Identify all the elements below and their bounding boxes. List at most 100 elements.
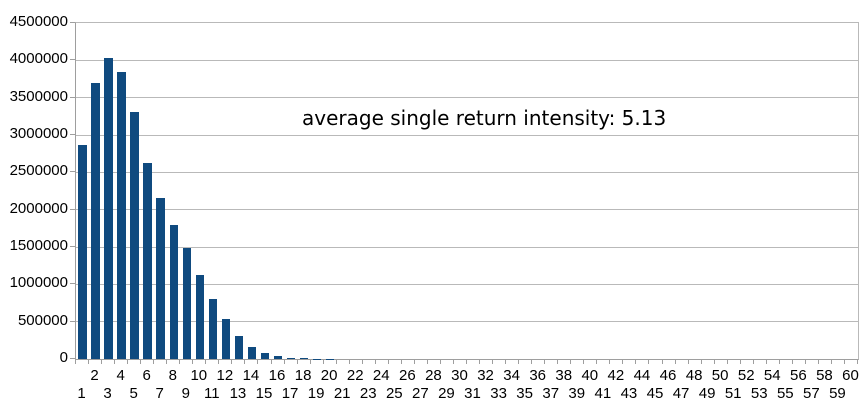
y-tick-label: 2000000 (9, 199, 68, 217)
x-tick-mark (439, 359, 441, 364)
x-tick-label: 53 (750, 385, 768, 402)
x-tick-mark (231, 359, 233, 364)
bar (260, 352, 270, 359)
x-tick-mark (713, 359, 715, 364)
x-tick-label: 23 (359, 385, 377, 402)
y-tick-mark (70, 134, 75, 135)
y-tick-mark (70, 320, 75, 322)
x-tick-label: 37 (542, 385, 560, 402)
x-tick-mark (309, 359, 311, 364)
bar (273, 356, 283, 359)
bar (234, 335, 244, 359)
x-tick-mark (765, 359, 767, 364)
x-tick-label: 35 (516, 385, 533, 402)
x-tick-mark (374, 359, 376, 364)
x-tick-label: 48 (685, 367, 703, 384)
x-tick-mark (114, 359, 116, 364)
y-gridline (76, 209, 858, 211)
x-tick-label: 46 (659, 367, 677, 384)
x-tick-mark (726, 359, 728, 364)
x-tick-mark (413, 359, 415, 364)
x-tick-mark (570, 359, 572, 364)
x-tick-mark (257, 359, 259, 364)
x-tick-label: 26 (399, 367, 416, 384)
y-tick-label: 1500000 (9, 237, 68, 254)
x-tick-mark (218, 359, 220, 364)
bar (195, 274, 205, 359)
x-tick-label: 33 (490, 385, 507, 402)
x-tick-label: 12 (216, 367, 234, 384)
x-tick-label: 9 (181, 385, 190, 402)
x-tick-mark (400, 359, 402, 364)
x-tick-mark (544, 359, 546, 364)
x-tick-mark (153, 359, 155, 364)
x-tick-mark (179, 359, 181, 364)
x-tick-mark (778, 359, 780, 364)
x-tick-mark (101, 359, 103, 364)
x-tick-mark (752, 359, 754, 364)
y-gridline (76, 246, 858, 248)
x-tick-label: 28 (425, 367, 442, 384)
y-tick-label: 0 (59, 349, 68, 366)
plot-area (75, 22, 859, 360)
x-tick-label: 18 (294, 367, 312, 384)
x-tick-label: 17 (281, 385, 299, 402)
x-tick-label: 51 (724, 385, 742, 402)
bar (117, 72, 126, 359)
x-tick-mark (244, 359, 246, 364)
y-tick-label: 2500000 (9, 162, 68, 180)
x-tick-label: 24 (372, 367, 390, 384)
x-tick-mark (192, 359, 194, 364)
y-tick-label: 1000000 (9, 274, 68, 292)
x-tick-mark (361, 359, 363, 364)
x-tick-label: 4 (116, 367, 125, 384)
x-tick-mark (505, 359, 507, 364)
bar (130, 111, 139, 359)
x-tick-label: 39 (568, 385, 586, 402)
x-tick-label: 22 (346, 367, 364, 384)
y-tick-label: 4500000 (9, 13, 68, 30)
y-tick-label: 500000 (17, 311, 68, 329)
x-tick-label: 15 (255, 385, 273, 402)
x-tick-mark (166, 359, 168, 364)
x-tick-label: 43 (620, 385, 638, 402)
bar (208, 298, 218, 359)
x-tick-label: 50 (711, 367, 729, 384)
x-tick-label: 14 (242, 367, 260, 384)
x-tick-mark (531, 359, 533, 364)
x-tick-label: 8 (168, 367, 177, 384)
x-tick-mark (322, 359, 324, 364)
y-gridline (76, 283, 858, 285)
x-tick-mark (75, 359, 76, 364)
x-tick-mark (791, 359, 793, 364)
y-gridline (76, 321, 858, 323)
x-tick-label: 29 (438, 385, 455, 402)
x-tick-label: 25 (385, 385, 403, 402)
x-tick-mark (270, 359, 272, 364)
x-tick-mark (518, 359, 520, 364)
y-gridline (76, 59, 858, 61)
x-tick-label: 11 (204, 385, 220, 402)
x-tick-mark (622, 359, 624, 364)
x-tick-label: 32 (477, 367, 494, 384)
x-tick-mark (557, 359, 559, 364)
bar (78, 144, 87, 359)
x-tick-label: 30 (451, 367, 468, 384)
x-tick-label: 38 (555, 367, 573, 384)
x-tick-mark (335, 359, 337, 364)
x-tick-label: 60 (842, 367, 859, 384)
x-tick-mark (479, 359, 481, 364)
x-tick-label: 58 (816, 367, 833, 384)
y-tick-mark (70, 283, 75, 285)
x-tick-mark (88, 359, 90, 364)
x-tick-mark (674, 359, 676, 364)
y-gridline (76, 97, 858, 99)
bar (104, 58, 113, 359)
x-tick-mark (583, 359, 585, 364)
bar (182, 247, 192, 359)
x-tick-mark (817, 359, 819, 364)
y-tick-mark (70, 208, 75, 210)
bar (169, 224, 178, 359)
x-tick-mark (661, 359, 663, 364)
